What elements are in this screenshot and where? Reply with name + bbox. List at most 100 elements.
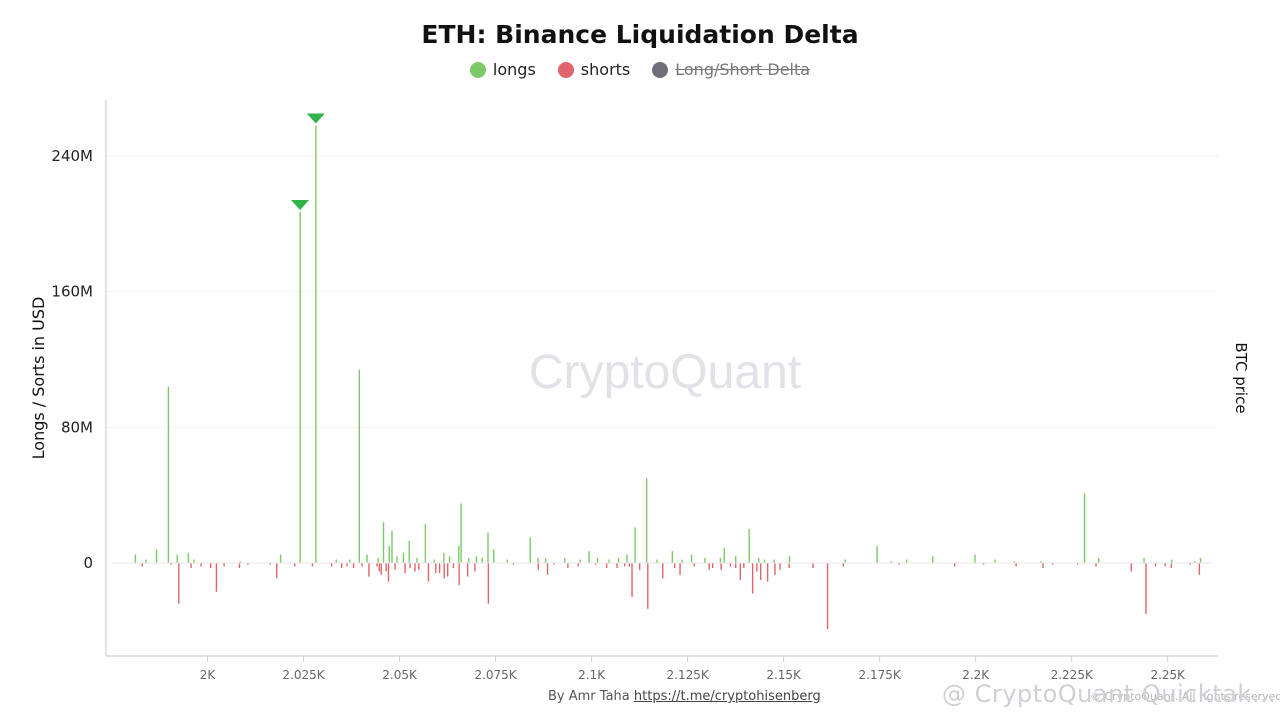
legend-label-delta: Long/Short Delta <box>675 60 811 79</box>
legend-item-delta[interactable]: Long/Short Delta <box>652 60 810 79</box>
long-bar <box>468 557 470 563</box>
short-bar <box>352 563 355 569</box>
short-bar <box>487 563 490 604</box>
long-bar <box>408 540 410 563</box>
long-bar <box>905 559 908 563</box>
short-bar <box>394 563 396 570</box>
long-bar <box>564 557 566 563</box>
short-bar <box>605 563 608 569</box>
short-bar <box>474 563 476 572</box>
tick-labels: 0 80M 160M 240M 2K 2.025K 2.05K 2.075K 2.1K 2.125… <box>51 147 1186 682</box>
long-bar <box>844 559 846 563</box>
long-bar <box>433 559 435 563</box>
long-bar <box>176 554 178 563</box>
long-bar <box>763 559 766 563</box>
y-tick-label: 240M <box>51 147 93 165</box>
short-bar <box>631 563 633 597</box>
long-bar <box>506 559 508 563</box>
long-bar <box>443 552 445 563</box>
short-bar <box>812 563 814 569</box>
legend-dot-delta <box>652 61 669 78</box>
long-bar <box>537 557 539 563</box>
short-bar <box>1015 563 1017 567</box>
short-bar <box>537 563 540 570</box>
legend-label-longs: longs <box>492 60 536 79</box>
long-bar <box>788 556 791 563</box>
long-bar <box>402 552 405 563</box>
short-bar <box>729 563 732 567</box>
x-tick-label: 2.1K <box>578 668 606 682</box>
x-tick-label: 2.175K <box>859 668 902 682</box>
long-bar <box>656 559 658 563</box>
short-bar <box>238 563 241 569</box>
chart-title: ETH: Binance Liquidation Delta <box>421 20 859 49</box>
short-bar <box>735 563 737 569</box>
long-bar <box>544 557 547 563</box>
short-bar <box>387 563 390 582</box>
short-bar <box>269 563 271 565</box>
long-bar <box>719 557 722 563</box>
long-bar <box>349 559 351 563</box>
long-bar <box>735 556 737 563</box>
long-bar <box>377 557 379 563</box>
short-bar <box>368 563 370 577</box>
legend-dot-shorts <box>557 61 574 78</box>
short-bar <box>466 563 469 577</box>
short-bar <box>679 563 681 575</box>
long-bar <box>358 369 361 563</box>
long-bar <box>448 556 451 563</box>
credit-link[interactable]: https://t.me/cryptohisenberg <box>633 689 821 704</box>
short-bar <box>1095 563 1097 567</box>
short-bar <box>438 563 441 574</box>
long-bar <box>579 559 581 563</box>
annotation-markers <box>291 113 325 210</box>
long-bar <box>681 559 683 563</box>
long-bar <box>1143 557 1145 563</box>
y2-axis-label: BTC price <box>1232 342 1250 413</box>
long-bar <box>876 546 878 563</box>
short-bar <box>953 563 956 567</box>
short-bar <box>215 563 218 592</box>
legend-label-shorts: shorts <box>580 60 631 79</box>
credit-line: By Amr Taha https://t.me/cryptohisenberg <box>548 689 821 704</box>
short-bar <box>673 563 676 569</box>
short-bar <box>170 563 172 565</box>
short-bar <box>628 563 631 567</box>
long-bar <box>335 559 337 563</box>
long-bar <box>932 556 934 563</box>
credit-author: By Amr Taha <box>548 689 630 704</box>
short-bar <box>898 563 900 565</box>
legend-item-longs[interactable]: longs <box>469 60 536 79</box>
short-bar <box>788 563 790 569</box>
short-bar <box>1051 563 1054 565</box>
x-tick-label: 2.225K <box>1051 668 1094 682</box>
short-bar <box>452 563 455 569</box>
short-bar <box>209 563 212 569</box>
long-bar <box>487 532 489 563</box>
long-bar <box>391 530 393 563</box>
short-bar <box>346 563 348 567</box>
short-bar <box>200 563 202 567</box>
short-bar <box>553 563 555 565</box>
short-bar <box>311 563 314 567</box>
short-bar <box>1164 563 1166 567</box>
short-bar <box>760 563 762 580</box>
long-bar <box>1013 561 1015 563</box>
short-bar <box>567 563 569 569</box>
short-bar <box>1130 563 1133 572</box>
long-bar <box>134 554 137 563</box>
long-bar <box>460 503 462 563</box>
bottom-watermark: @ CryptoQuant Quicktak… <box>942 680 1277 708</box>
long-bar <box>382 522 385 563</box>
short-bar <box>774 563 776 575</box>
long-bar <box>239 561 241 563</box>
y-axis-label: Longs / Sorts in USD <box>29 297 48 460</box>
long-bar <box>758 557 760 563</box>
y-tick-label: 80M <box>61 418 93 436</box>
long-bar <box>315 125 317 563</box>
bars <box>134 125 1202 630</box>
legend-item-shorts[interactable]: shorts <box>557 60 631 79</box>
short-bar <box>577 563 579 567</box>
long-bar <box>723 547 725 563</box>
long-bar <box>1170 559 1173 563</box>
